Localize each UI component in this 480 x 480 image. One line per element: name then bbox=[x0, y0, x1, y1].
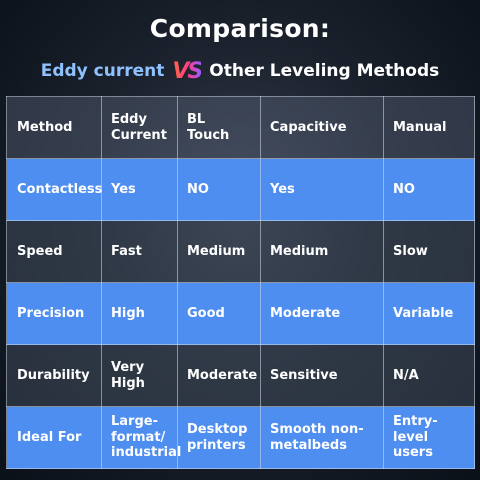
table-cell: NO bbox=[177, 158, 261, 221]
table-cell: Smooth non-metalbeds bbox=[260, 406, 384, 469]
table-cell: Slow bbox=[383, 220, 475, 283]
table-cell: Desktop printers bbox=[177, 406, 261, 469]
table-cell: N/A bbox=[383, 344, 475, 407]
table-row-speed: Speed Fast Medium Medium Slow bbox=[6, 220, 475, 283]
page-title: Comparison: bbox=[149, 14, 331, 43]
table-header-row: Method Eddy Current BL Touch Capacitive … bbox=[6, 96, 475, 159]
table-cell: Yes bbox=[101, 158, 178, 221]
table-cell: Good bbox=[177, 282, 261, 345]
subtitle-right: Other Leveling Methods bbox=[209, 61, 440, 81]
subtitle: Eddy current VS Other Leveling Methods bbox=[0, 56, 480, 86]
row-label: Ideal For bbox=[6, 406, 102, 469]
table-cell: High bbox=[101, 282, 178, 345]
header-cell-bl-touch: BL Touch bbox=[177, 96, 261, 159]
header-cell-manual: Manual bbox=[383, 96, 475, 159]
header-cell-eddy-current: Eddy Current bbox=[101, 96, 178, 159]
row-label: Contactless bbox=[6, 158, 102, 221]
table-row-contactless: Contactless Yes NO Yes NO bbox=[6, 158, 475, 221]
table-cell: Medium bbox=[177, 220, 261, 283]
table-row-precision: Precision High Good Moderate Variable bbox=[6, 282, 475, 345]
table-cell: Large-format/ industrial bbox=[101, 406, 181, 469]
header-cell-method: Method bbox=[6, 96, 102, 159]
comparison-table: Method Eddy Current BL Touch Capacitive … bbox=[6, 96, 475, 469]
table-cell: Very High bbox=[101, 344, 178, 407]
table-row-ideal-for: Ideal For Large-format/ industrial Deskt… bbox=[6, 406, 475, 469]
subtitle-left: Eddy current bbox=[40, 61, 165, 81]
table-cell: Moderate bbox=[260, 282, 384, 345]
row-label: Durability bbox=[6, 344, 102, 407]
table-cell: Variable bbox=[383, 282, 475, 345]
table-cell: NO bbox=[383, 158, 475, 221]
row-label: Speed bbox=[6, 220, 102, 283]
table-cell: Fast bbox=[101, 220, 178, 283]
table-cell: Yes bbox=[260, 158, 384, 221]
header-cell-capacitive: Capacitive bbox=[260, 96, 384, 159]
table-row-durability: Durability Very High Moderate Sensitive … bbox=[6, 344, 475, 407]
table-cell: Moderate bbox=[177, 344, 261, 407]
table-cell: Medium bbox=[260, 220, 384, 283]
table-cell: Entry-level users bbox=[383, 406, 475, 469]
table-cell: Sensitive bbox=[260, 344, 384, 407]
vs-logo: VS bbox=[172, 58, 203, 84]
row-label: Precision bbox=[6, 282, 102, 345]
